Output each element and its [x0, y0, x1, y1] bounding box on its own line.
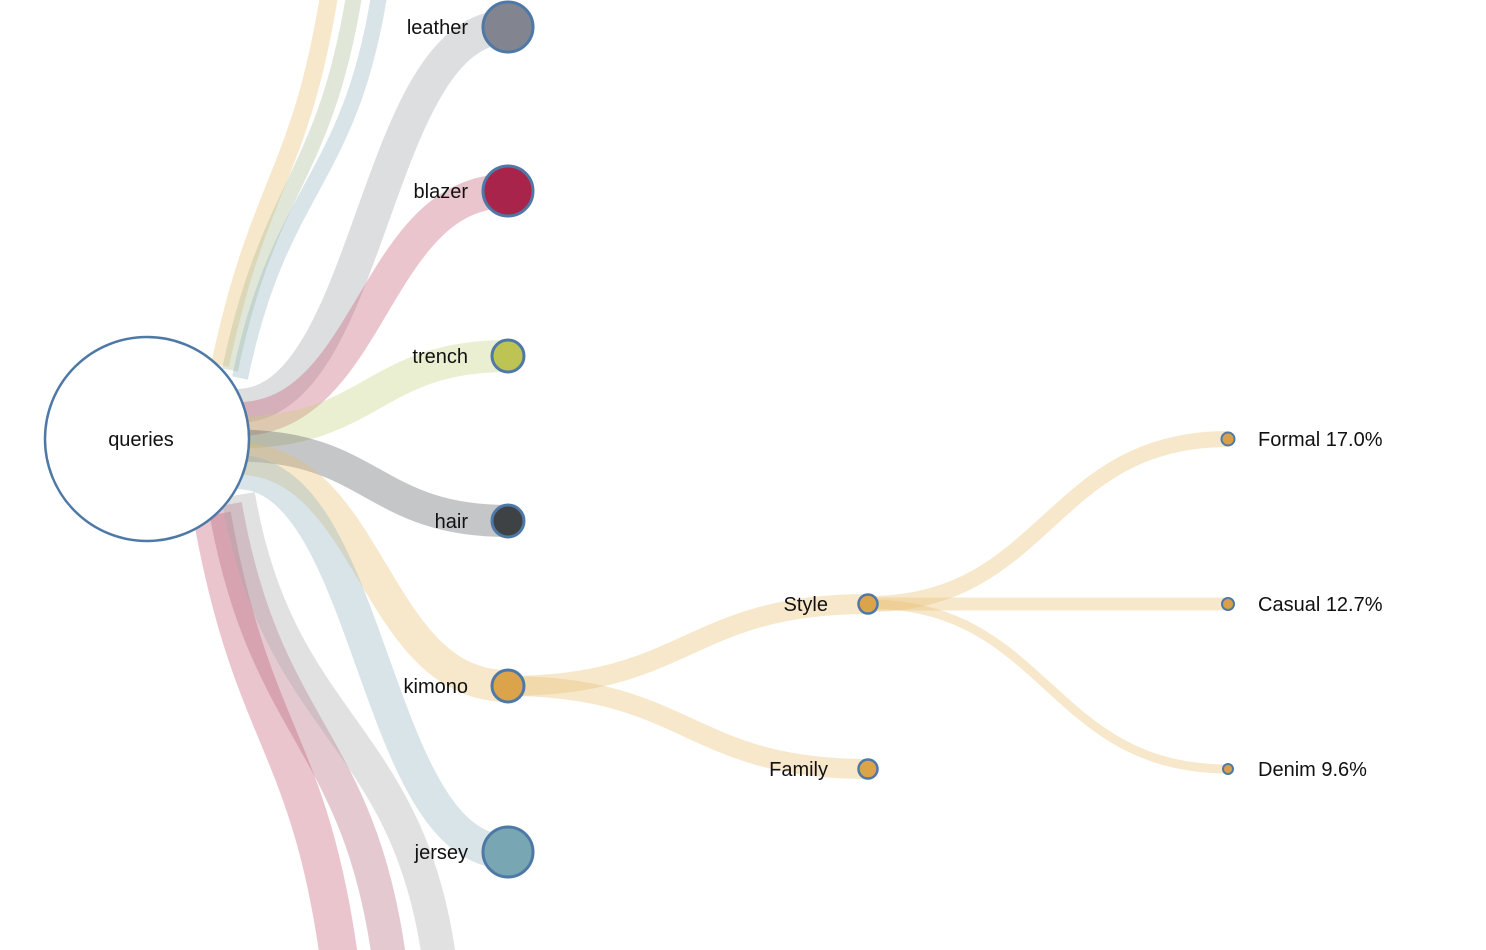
node-denim[interactable]	[1222, 763, 1234, 775]
node-hair[interactable]	[490, 503, 526, 539]
node-kimono[interactable]	[490, 668, 526, 704]
root-node[interactable]	[43, 335, 251, 543]
link-queries-blazer	[236, 174, 509, 437]
link-queries-hair	[236, 429, 509, 537]
node-jersey[interactable]	[481, 825, 535, 879]
link-queries-trench	[236, 340, 509, 449]
link-kimono-style	[507, 594, 869, 696]
node-blazer[interactable]	[481, 164, 535, 218]
node-formal[interactable]	[1220, 431, 1236, 447]
label-casual: Casual 12.7%	[1258, 594, 1383, 616]
link-queries-leather	[235, 10, 510, 424]
label-jersey: jersey	[414, 842, 468, 864]
node-style[interactable]	[857, 593, 879, 615]
link-style-denim	[867, 599, 1229, 774]
label-kimono: kimono	[404, 676, 468, 698]
node-leather[interactable]	[481, 0, 535, 54]
nodes-layer: queries leather blazer trench hair kimono jers…	[43, 0, 1383, 879]
offscreen-branch-link	[232, 0, 387, 380]
offscreen-branch-link	[208, 502, 405, 950]
node-casual[interactable]	[1221, 597, 1235, 611]
label-denim: Denim 9.6%	[1258, 759, 1367, 781]
label-leather: leather	[407, 17, 468, 39]
node-trench[interactable]	[490, 338, 526, 374]
label-family: Family	[769, 759, 828, 781]
root-label: queries	[108, 429, 174, 451]
offscreen-branch-link	[211, 0, 338, 367]
link-kimono-family	[507, 676, 869, 779]
link-queries-jersey	[235, 455, 510, 869]
offscreen-branch-link	[222, 0, 362, 372]
label-blazer: blazer	[414, 181, 469, 203]
links-layer	[193, 0, 1229, 950]
link-queries-kimono	[236, 442, 509, 702]
offscreen-branch-link	[221, 492, 455, 950]
link-style-formal	[867, 431, 1229, 612]
offscreen-branch-link	[193, 511, 358, 950]
label-formal: Formal 17.0%	[1258, 429, 1383, 451]
label-trench: trench	[412, 346, 468, 368]
node-family[interactable]	[857, 758, 879, 780]
label-style: Style	[784, 594, 828, 616]
label-hair: hair	[435, 511, 469, 533]
